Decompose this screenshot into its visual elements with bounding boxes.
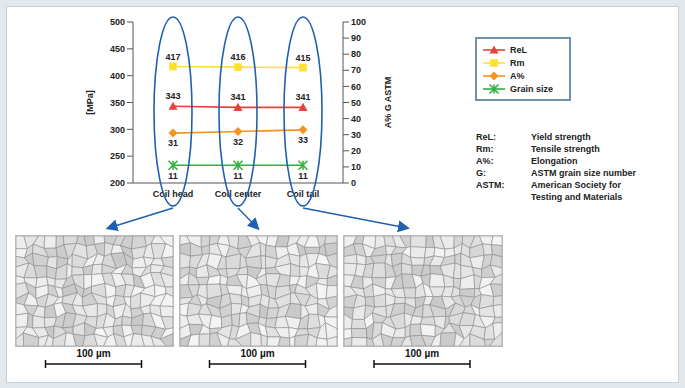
html-text:A%: A% [510, 70, 525, 81]
svg-text:415: 415 [295, 53, 310, 63]
svg-text:Coil center: Coil center [215, 189, 262, 199]
svg-text:A% G ASTM: A% G ASTM [383, 77, 393, 129]
svg-text:400: 400 [110, 71, 125, 81]
svg-text:0: 0 [351, 178, 356, 188]
svg-text:250: 250 [110, 151, 125, 161]
svg-text:100: 100 [351, 17, 366, 27]
svg-text:Coil head: Coil head [153, 189, 194, 199]
svg-text:20: 20 [351, 146, 361, 156]
svg-text:11: 11 [233, 171, 243, 181]
svg-text:90: 90 [351, 33, 361, 43]
html-text:100 µm: 100 µm [240, 348, 275, 359]
svg-text:33: 33 [298, 135, 308, 145]
html-text:ReL: ReL [510, 44, 527, 55]
svg-text:500: 500 [110, 17, 125, 27]
svg-text:343: 343 [165, 91, 180, 101]
html-text:Grain size: Grain size [510, 83, 553, 94]
svg-text:31: 31 [168, 138, 178, 148]
html-text:G:: G: [476, 168, 486, 178]
html-text:Rm:: Rm: [476, 144, 494, 154]
svg-text:11: 11 [168, 171, 178, 181]
svg-text:Coil tail: Coil tail [287, 189, 320, 199]
html-text:100 µm: 100 µm [404, 348, 440, 359]
svg-text:60: 60 [351, 82, 361, 92]
html-text:ReL:: ReL: [476, 132, 496, 142]
svg-text:10: 10 [351, 162, 361, 172]
svg-text:80: 80 [351, 49, 361, 59]
svg-text:417: 417 [165, 52, 180, 62]
svg-text:70: 70 [351, 65, 361, 75]
svg-text:341: 341 [295, 92, 310, 102]
html-text:Tensile strength: Tensile strength [531, 144, 600, 154]
svg-text:200: 200 [110, 178, 125, 188]
svg-text:30: 30 [351, 130, 361, 140]
svg-text:341: 341 [230, 92, 245, 102]
svg-text:40: 40 [351, 114, 361, 124]
svg-text:[MPa]: [MPa] [85, 90, 95, 115]
svg-text:450: 450 [110, 44, 125, 54]
html-text:A%:: A%: [476, 156, 494, 166]
html-text:American Society for Testing a: American Society for Testing and Materia… [531, 180, 623, 202]
html-text:ASTM:: ASTM: [476, 180, 505, 190]
html-text:100 µm: 100 µm [76, 348, 111, 359]
svg-text:416: 416 [230, 52, 245, 62]
svg-text:50: 50 [351, 98, 361, 108]
svg-text:11: 11 [298, 171, 308, 181]
html-text:Rm: Rm [510, 57, 525, 68]
svg-text:32: 32 [233, 137, 243, 147]
html-text:ASTM grain size number: ASTM grain size number [531, 168, 636, 178]
svg-text:350: 350 [110, 98, 125, 108]
html-text:Yield strength: Yield strength [531, 132, 591, 142]
svg-text:300: 300 [110, 125, 125, 135]
html-text:Elongation: Elongation [531, 156, 578, 166]
